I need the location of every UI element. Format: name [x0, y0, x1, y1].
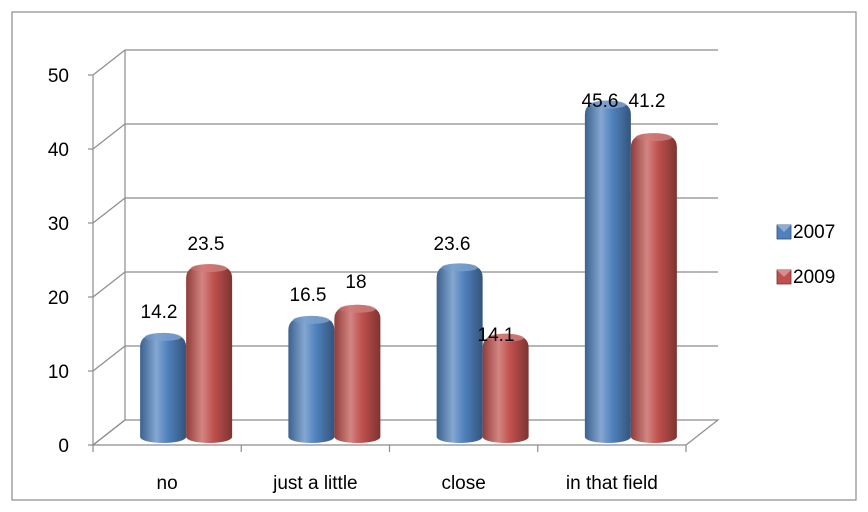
x-category-label: close	[441, 473, 485, 494]
data-label: 18	[345, 272, 366, 293]
bar-highlight	[144, 332, 182, 341]
bar-2009-no	[186, 264, 233, 443]
y-tick-label: 10	[48, 362, 69, 383]
y-tick-label: 40	[48, 140, 69, 161]
bar-highlight	[635, 133, 673, 142]
gridline-side	[92, 49, 126, 76]
data-label: 45.6	[582, 91, 619, 112]
data-label: 23.6	[434, 234, 471, 255]
x-category-label: just a little	[272, 473, 357, 494]
bar-highlight	[292, 315, 330, 324]
x-category-label: no	[157, 473, 178, 494]
chart-floor	[91, 419, 720, 446]
bar-highlight	[487, 333, 525, 342]
legend-swatch-highlight	[777, 270, 791, 277]
x-category-label: in that field	[566, 473, 658, 494]
data-label: 23.5	[188, 234, 225, 255]
bar-2009-just-a-little	[334, 304, 381, 443]
chart-frame	[11, 11, 857, 501]
gridline-side	[92, 271, 126, 298]
gridline-side	[92, 345, 126, 372]
bar-2009-in-that-field	[630, 133, 677, 443]
bar-highlight	[589, 100, 627, 109]
bar-2007-in-that-field	[584, 100, 631, 443]
data-label: 16.5	[290, 285, 327, 306]
legend-label: 2007	[793, 222, 835, 243]
y-tick-label: 20	[48, 288, 69, 309]
bar-highlight	[190, 264, 228, 273]
gridline-side	[92, 123, 126, 150]
data-label: 41.2	[629, 91, 666, 112]
bar-highlight	[441, 263, 479, 272]
gridline-side	[92, 197, 126, 224]
y-tick-label: 0	[58, 436, 69, 457]
y-tick-label: 50	[48, 66, 69, 87]
data-label: 14.1	[478, 325, 515, 346]
y-tick-label: 30	[48, 214, 69, 235]
bar-2007-close	[436, 263, 483, 443]
bar-highlight	[338, 304, 376, 313]
data-label: 14.2	[141, 302, 178, 323]
legend-swatch-highlight	[777, 225, 791, 232]
bar-2007-just-a-little	[288, 315, 335, 443]
legend-label: 2009	[793, 267, 835, 288]
bar-2007-no	[140, 332, 187, 443]
bar-2009-close	[482, 333, 529, 443]
